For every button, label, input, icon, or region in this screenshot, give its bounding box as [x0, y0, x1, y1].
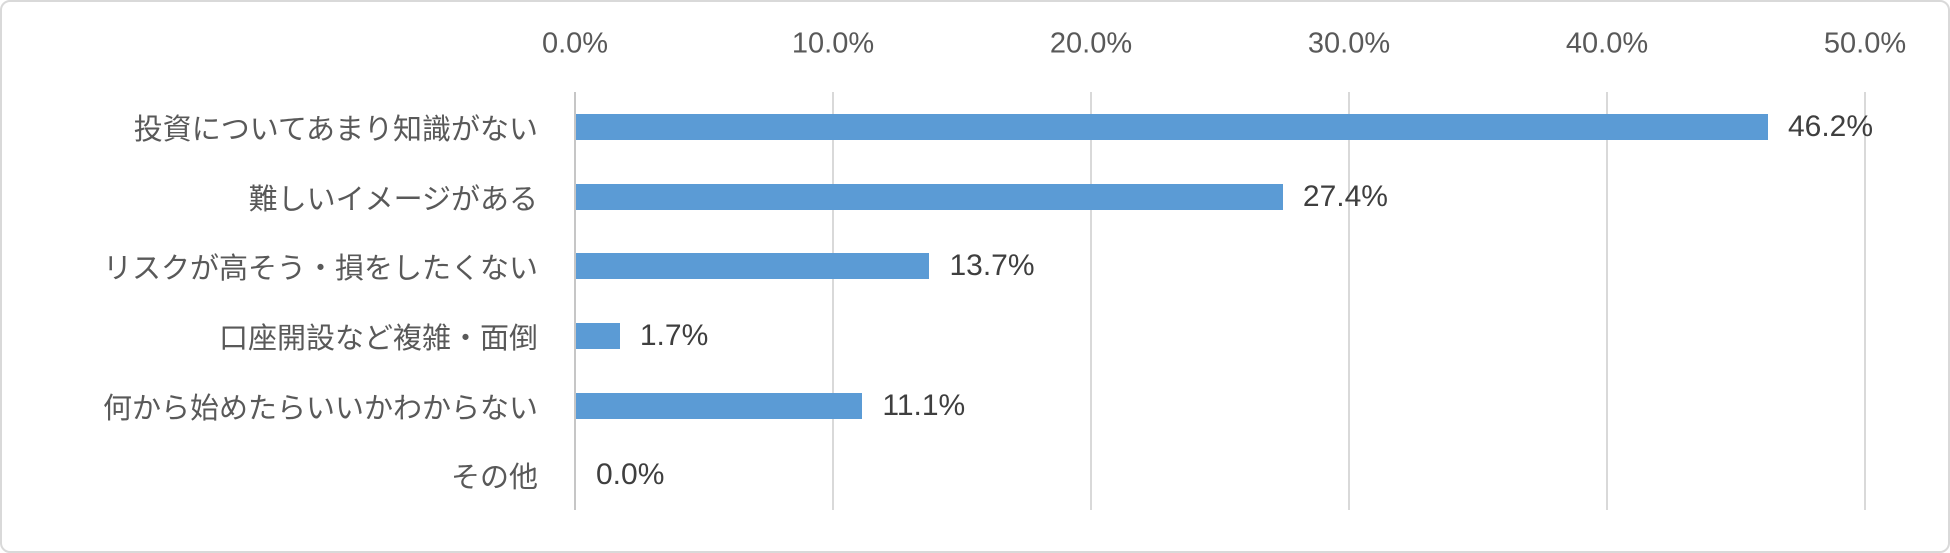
data-label: 13.7%	[949, 249, 1035, 283]
x-tick-label: 30.0%	[1307, 27, 1391, 60]
x-tick-label: 50.0%	[1823, 27, 1907, 60]
gridline	[1090, 92, 1092, 510]
data-label: 0.0%	[596, 458, 665, 492]
data-label: 1.7%	[639, 318, 709, 352]
gridline	[1606, 92, 1608, 510]
x-tick-label: 20.0%	[1049, 27, 1133, 60]
bar	[576, 183, 1283, 210]
gridline	[832, 92, 834, 510]
x-tick-label: 40.0%	[1565, 27, 1649, 60]
bar	[576, 392, 863, 419]
category-label: 何から始めたらいいかわからない	[102, 392, 538, 425]
data-label: 11.1%	[882, 388, 966, 422]
gridline	[1864, 92, 1866, 510]
x-tick-label: 10.0%	[791, 27, 875, 60]
gridline	[1348, 92, 1350, 510]
bar	[576, 113, 1768, 140]
category-label: その他	[450, 462, 538, 495]
category-label: 口座開設など複雑・面倒	[218, 322, 538, 355]
y-axis-line	[574, 92, 576, 510]
data-label: 27.4%	[1302, 179, 1388, 213]
category-label: リスクが高そう・損をしたくない	[102, 253, 538, 286]
data-label: 46.2%	[1787, 109, 1874, 143]
x-tick-label: 0.0%	[541, 27, 609, 60]
category-label: 難しいイメージがある	[248, 183, 538, 216]
category-label: 投資についてあまり知識がない	[133, 113, 538, 146]
bar	[576, 253, 930, 280]
bar	[576, 322, 620, 349]
